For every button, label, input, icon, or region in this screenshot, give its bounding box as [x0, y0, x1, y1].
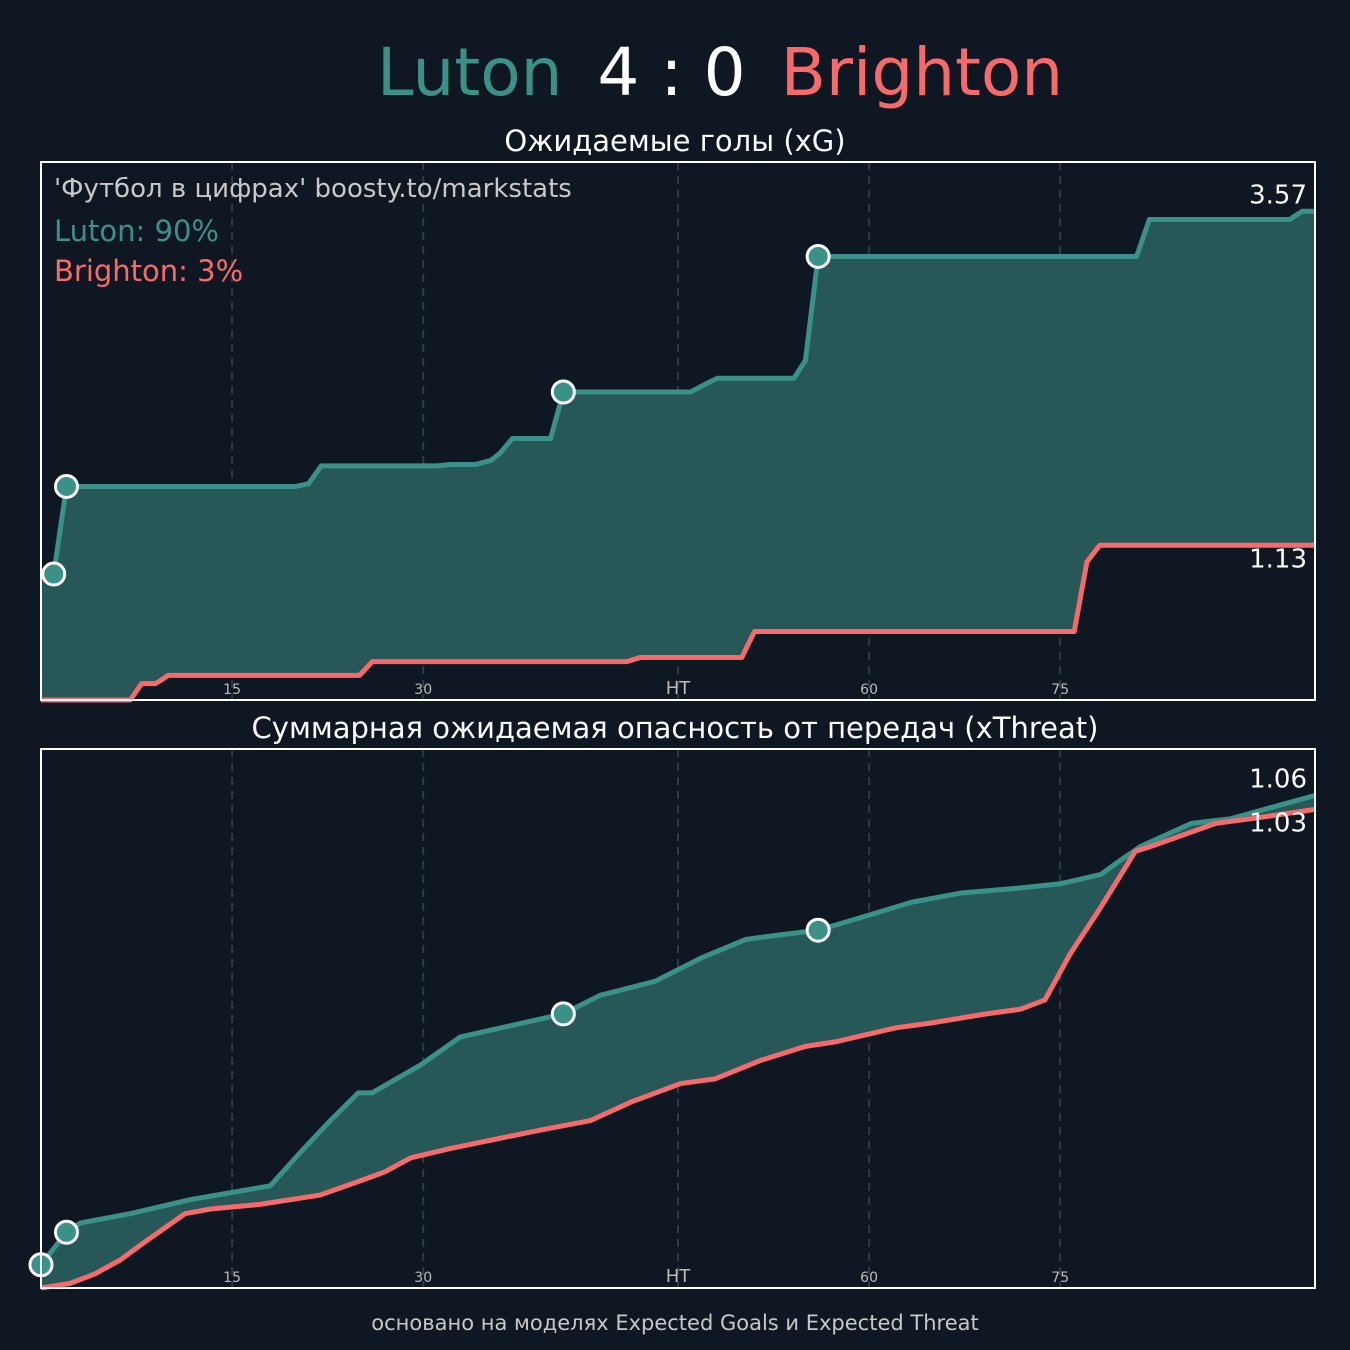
x-tick-label: 75 [1051, 1270, 1069, 1286]
end-label: 1.13 [1249, 544, 1307, 574]
chart-title: Суммарная ожидаемая опасность от передач… [252, 711, 1099, 745]
footer: основано на моделях Expected Goals и Exp… [371, 1311, 978, 1335]
goal-marker [53, 473, 79, 499]
series-line [39, 793, 1316, 1267]
fill-between [41, 795, 1315, 1288]
goal-marker [53, 1219, 79, 1245]
x-tick-label: HT [666, 678, 692, 699]
home-team: Luton [377, 34, 563, 111]
match-header: Luton 4 : 0 Brighton [377, 34, 1063, 111]
end-label: 3.57 [1249, 180, 1307, 210]
plot-frame [40, 161, 1316, 701]
x-tick-label: 60 [860, 682, 878, 698]
score: 4 : 0 [597, 34, 745, 111]
legend-entry: Luton: 90% [54, 214, 219, 248]
goal-marker [805, 243, 831, 269]
series-line [41, 542, 1315, 703]
goal-marker [550, 379, 576, 405]
x-tick-label: 75 [1051, 682, 1069, 698]
x-tick-label: 30 [414, 682, 432, 698]
fill-between [41, 211, 1315, 700]
annotation: 'Футбол в цифрах' boosty.to/markstats [54, 174, 572, 204]
x-tick-label: 60 [860, 1270, 878, 1286]
end-label: 1.03 [1249, 808, 1307, 838]
x-tick-label: 15 [223, 682, 241, 698]
plot-frame [40, 748, 1316, 1289]
goal-marker [550, 1001, 576, 1027]
goal-marker [805, 917, 831, 943]
end-label: 1.06 [1249, 764, 1307, 794]
goal-marker [41, 561, 67, 587]
x-tick-label: 15 [223, 1270, 241, 1286]
legend-entry: Brighton: 3% [54, 254, 243, 288]
series-line [41, 208, 1315, 577]
series-line [40, 806, 1316, 1291]
x-tick-label: 30 [414, 1270, 432, 1286]
away-team: Brighton [781, 34, 1064, 111]
x-tick-label: HT [666, 1266, 692, 1287]
chart-title: Ожидаемые голы (xG) [504, 124, 845, 158]
